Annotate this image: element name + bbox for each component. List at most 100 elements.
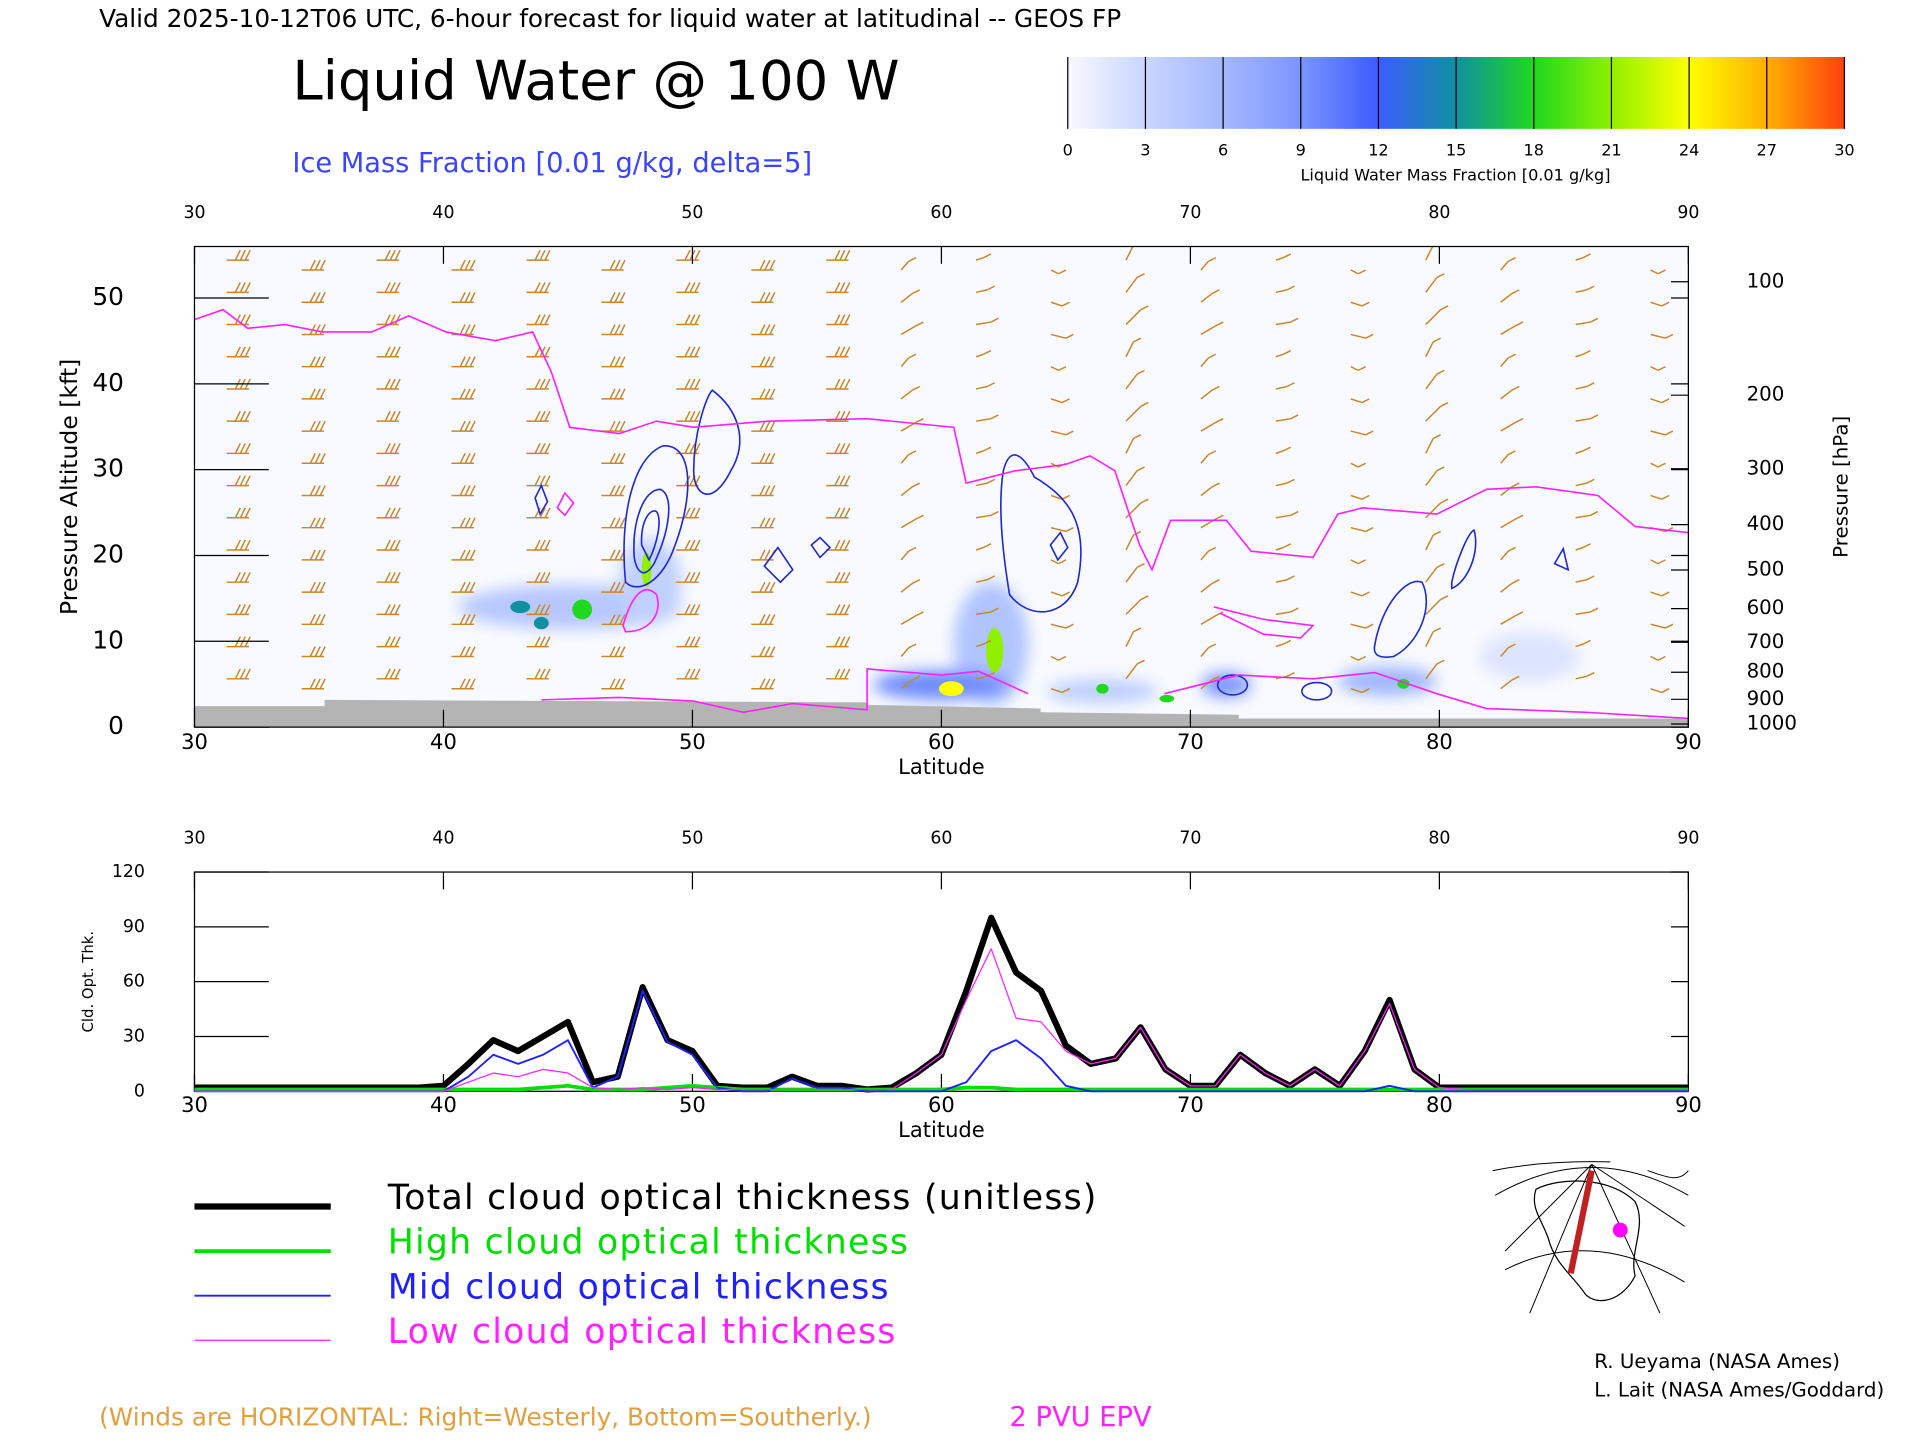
wind-barb [1200, 450, 1217, 464]
wind-barb [601, 388, 626, 400]
wind-barb [1350, 526, 1374, 533]
colorbar-tick-label: 9 [1296, 141, 1306, 160]
wind-barb [301, 259, 326, 271]
wind-barb [1500, 385, 1520, 400]
colorbar-tick-label: 30 [1834, 141, 1854, 160]
epv-line [622, 589, 659, 633]
wind-barb [301, 453, 326, 465]
wind-barb [1425, 530, 1441, 551]
y-tick-label: 50 [92, 282, 124, 311]
wind-barb [1500, 514, 1524, 529]
wind-barb [601, 646, 626, 658]
wind-barb [751, 292, 776, 303]
x-tick-label-top: 50 [681, 829, 703, 849]
y-tick-label: 40 [92, 368, 124, 397]
x-tick-label-top: 80 [1428, 829, 1450, 849]
x-tick-label-top: 40 [432, 829, 454, 849]
wind-barb [1650, 559, 1666, 565]
y-axis-label: Pressure Altitude [kft] [55, 359, 83, 615]
y-tick-label: 30 [123, 1026, 145, 1046]
map-marker [1612, 1222, 1628, 1238]
wind-barb [451, 614, 476, 626]
x-tick-label-top: 30 [183, 829, 205, 849]
wind-barb [226, 571, 251, 583]
wind-barb [226, 604, 251, 616]
wind-barb [676, 378, 701, 390]
wind-barb [1575, 575, 1595, 583]
colorbar-segment [1611, 56, 1690, 129]
wind-barb [1275, 253, 1292, 261]
wind-barb [1650, 398, 1670, 404]
wind-barb [1350, 301, 1370, 307]
map-inset [1492, 1161, 1689, 1314]
wind-barb [1125, 273, 1145, 293]
wind-barb [826, 410, 851, 422]
wind-barb [1350, 655, 1367, 661]
y2-tick-label: 1000 [1747, 712, 1797, 735]
x-axis-label: Latitude [898, 1117, 985, 1142]
x-tick-label: 60 [928, 1092, 955, 1117]
wind-barb [751, 517, 776, 529]
wind-barb [526, 346, 551, 358]
wind-barb [676, 314, 701, 326]
section-line [1567, 1169, 1595, 1275]
wind-barb [526, 475, 551, 487]
map-coast [1492, 1161, 1689, 1179]
contour [640, 510, 660, 562]
wind-barb [526, 604, 551, 616]
wind-barb [676, 604, 701, 616]
wind-barb [1050, 301, 1070, 307]
contour [1373, 580, 1428, 658]
y2-tick-label: 500 [1747, 558, 1785, 581]
wind-barb [1350, 365, 1367, 372]
wind-barb [1425, 273, 1445, 293]
wind-barb [526, 539, 551, 551]
series-line [194, 948, 1689, 1092]
blob-core [510, 600, 531, 614]
wind-barb [1575, 349, 1591, 358]
wind-barb [526, 668, 551, 680]
wind-barb [451, 292, 476, 303]
colorbar-tick-label: 0 [1063, 141, 1073, 160]
wind-barb [226, 668, 251, 680]
wind-barb [751, 453, 776, 465]
wind-barb [751, 324, 776, 336]
wind-barb [751, 259, 776, 271]
wind-barb [601, 259, 626, 271]
wind-barb [1650, 655, 1666, 661]
epv-line [556, 491, 575, 517]
map-coast [1533, 1180, 1641, 1302]
wind-barb [751, 614, 776, 626]
y2-tick-label: 300 [1747, 456, 1785, 479]
wind-barb [826, 668, 851, 680]
x-tick-label: 90 [1675, 729, 1702, 754]
wind-barb [301, 646, 326, 658]
wind-barb [826, 507, 851, 519]
colorbar-segment [1456, 56, 1534, 129]
wind-barb [1425, 466, 1445, 487]
wind-barb [301, 485, 326, 497]
wind-barb [975, 639, 992, 648]
wind-barb [975, 253, 992, 261]
x-tick-label-top: 90 [1677, 203, 1699, 223]
wind-barb [1200, 579, 1220, 593]
main-title: Liquid Water @ 100 W [292, 48, 899, 112]
wind-barb [301, 517, 326, 529]
x-tick-label-top: 60 [930, 203, 952, 223]
contour [1450, 529, 1477, 590]
x-tick-label-top: 70 [1179, 829, 1201, 849]
wind-barb [1500, 256, 1516, 271]
wind-barb [301, 614, 326, 626]
x-tick-label: 80 [1426, 729, 1453, 754]
wind-barb [826, 539, 851, 551]
wind-barb [1350, 333, 1374, 339]
wind-barb [1500, 418, 1524, 432]
wind-barb [975, 510, 999, 519]
x-tick-label-top: 50 [681, 203, 703, 223]
wind-barb [376, 668, 401, 680]
wind-barb [975, 543, 992, 551]
colorbar-segment [1067, 56, 1146, 129]
wind-barb [1425, 562, 1445, 583]
wind-barb [601, 292, 626, 303]
